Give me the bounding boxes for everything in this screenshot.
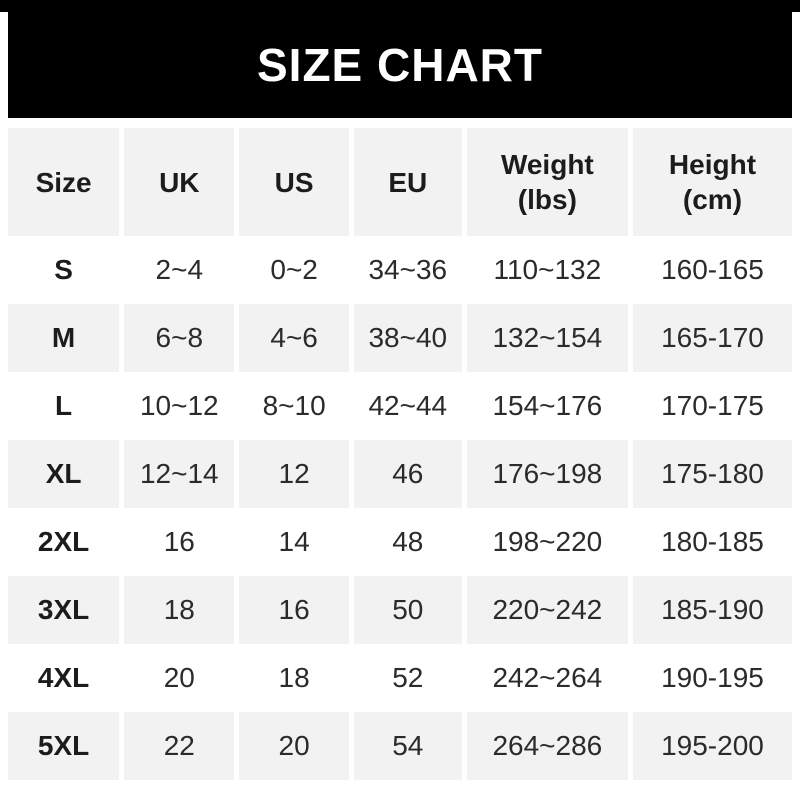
- col-header-us: US: [234, 128, 352, 236]
- cell-eu: 34~36: [348, 236, 465, 304]
- col-header-uk: UK: [119, 128, 237, 236]
- cell-us: 4~6: [234, 304, 352, 372]
- cell-height: 165-170: [627, 304, 792, 372]
- table-row: S 2~4 0~2 34~36 110~132 160-165: [8, 236, 792, 304]
- cell-height: 170-175: [627, 372, 792, 440]
- cell-weight: 220~242: [461, 576, 631, 644]
- cell-eu: 54: [348, 712, 465, 780]
- table-row: 5XL 22 20 54 264~286 195-200: [8, 712, 792, 780]
- col-header-sublabel: (lbs): [517, 184, 577, 215]
- col-header-label: Weight: [500, 149, 594, 180]
- cell-uk: 16: [119, 508, 237, 576]
- cell-height: 185-190: [627, 576, 792, 644]
- size-chart-banner: SIZE CHART: [8, 12, 792, 118]
- cell-eu: 42~44: [348, 372, 465, 440]
- banner-title: SIZE CHART: [257, 39, 543, 91]
- col-header-label: EU: [388, 166, 428, 198]
- cell-height: 195-200: [627, 712, 792, 780]
- cell-height: 190-195: [627, 644, 792, 712]
- table-row: L 10~12 8~10 42~44 154~176 170-175: [8, 372, 792, 440]
- cell-size: S: [54, 254, 73, 285]
- cell-weight: 132~154: [461, 304, 631, 372]
- cell-size: XL: [45, 458, 82, 489]
- col-header-size: Size: [8, 128, 122, 236]
- col-header-eu: EU: [348, 128, 465, 236]
- cell-eu: 50: [348, 576, 465, 644]
- table-row: 3XL 18 16 50 220~242 185-190: [8, 576, 792, 644]
- size-chart-table: Size UK US EU: [8, 128, 792, 780]
- cell-us: 20: [234, 712, 352, 780]
- cell-uk: 22: [119, 712, 237, 780]
- cell-weight: 198~220: [461, 508, 631, 576]
- col-header-height: Height (cm): [627, 128, 792, 236]
- size-table-container: Size UK US EU: [8, 128, 792, 780]
- cell-weight: 242~264: [461, 644, 631, 712]
- cell-eu: 46: [348, 440, 465, 508]
- cell-uk: 18: [119, 576, 237, 644]
- col-header-sublabel: (cm): [682, 184, 743, 215]
- cell-eu: 52: [348, 644, 465, 712]
- header-row: Size UK US EU: [8, 128, 792, 236]
- cell-uk: 6~8: [119, 304, 237, 372]
- cell-weight: 176~198: [461, 440, 631, 508]
- top-bleed-strip: [0, 0, 800, 12]
- cell-size: 2XL: [37, 526, 90, 557]
- cell-us: 12: [234, 440, 352, 508]
- table-row: M 6~8 4~6 38~40 132~154 165-170: [8, 304, 792, 372]
- cell-height: 160-165: [627, 236, 792, 304]
- col-header-weight: Weight (lbs): [461, 128, 631, 236]
- cell-size: 5XL: [37, 730, 90, 761]
- cell-us: 16: [234, 576, 352, 644]
- cell-us: 18: [234, 644, 352, 712]
- cell-uk: 2~4: [119, 236, 237, 304]
- cell-size: L: [55, 390, 73, 421]
- table-row: 4XL 20 18 52 242~264 190-195: [8, 644, 792, 712]
- col-header-label: Size: [35, 166, 92, 198]
- col-header-label: US: [274, 166, 314, 198]
- cell-size: 4XL: [37, 662, 90, 693]
- cell-weight: 154~176: [461, 372, 631, 440]
- cell-eu: 38~40: [348, 304, 465, 372]
- cell-us: 0~2: [234, 236, 352, 304]
- table-row: 2XL 16 14 48 198~220 180-185: [8, 508, 792, 576]
- table-row: XL 12~14 12 46 176~198 175-180: [8, 440, 792, 508]
- cell-weight: 264~286: [461, 712, 631, 780]
- cell-us: 8~10: [234, 372, 352, 440]
- cell-height: 175-180: [627, 440, 792, 508]
- col-header-label: UK: [159, 166, 200, 198]
- cell-size: M: [51, 322, 76, 353]
- cell-size: 3XL: [37, 594, 90, 625]
- col-header-label: Height: [668, 149, 757, 180]
- cell-uk: 12~14: [119, 440, 237, 508]
- cell-eu: 48: [348, 508, 465, 576]
- cell-height: 180-185: [627, 508, 792, 576]
- cell-uk: 10~12: [119, 372, 237, 440]
- cell-uk: 20: [119, 644, 237, 712]
- cell-us: 14: [234, 508, 352, 576]
- cell-weight: 110~132: [461, 236, 631, 304]
